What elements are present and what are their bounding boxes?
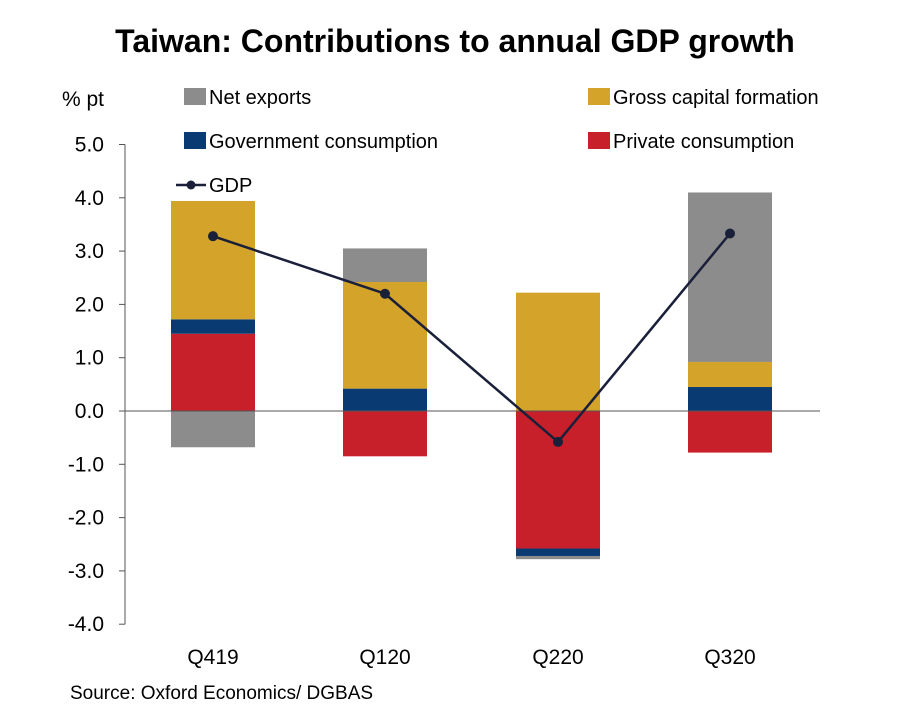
legend-swatch-net-exports: [184, 88, 206, 105]
x-tick-label: Q320: [704, 646, 755, 669]
legend: Net exports Gross capital formation Govern…: [176, 87, 819, 197]
bar-private-consumption-q419: [171, 333, 255, 411]
bar-gross-capital-formation-q419: [171, 200, 255, 320]
gdp-point-q320: [725, 228, 735, 239]
bar-private-consumption-q120: [343, 411, 427, 457]
bar-private-consumption-q220: [516, 411, 600, 549]
y-tick-label: 1.0: [75, 347, 104, 370]
y-tick-label: 5.0: [75, 134, 104, 157]
legend-swatch-gross-capital-formation: [588, 88, 610, 105]
bar-gross-capital-formation-q320: [688, 361, 772, 388]
legend-label-private-consumption: Private consumption: [613, 131, 794, 153]
bar-government-consumption-q320: [688, 387, 772, 411]
legend-label-net-exports: Net exports: [209, 87, 311, 109]
y-tick-label: 0.0: [75, 400, 104, 423]
bar-gross-capital-formation-q120: [343, 282, 427, 389]
bar-gross-capital-formation-q220: [516, 292, 600, 411]
chart-title: Taiwan: Contributions to annual GDP grow…: [115, 23, 795, 59]
bar-government-consumption-q220: [516, 548, 600, 556]
gdp-point-q220: [553, 436, 563, 447]
legend-label-gross-capital-formation: Gross capital formation: [613, 87, 819, 109]
source-note: Source: Oxford Economics/ DGBAS: [70, 683, 373, 704]
gdp-point-q419: [208, 231, 218, 242]
legend-swatch-private-consumption: [588, 132, 610, 149]
y-tick-label: -1.0: [68, 453, 104, 476]
legend-swatch-government-consumption: [184, 132, 206, 149]
legend-label-government-consumption: Government consumption: [209, 131, 438, 153]
plot-area: 5.0 4.0 3.0 2.0 1.0 0.0 -1.0 -2.0 -3.0 -4.0 Q419 Q1…: [68, 134, 820, 669]
y-tick-label: 4.0: [75, 187, 104, 210]
bar-government-consumption-q419: [171, 319, 255, 334]
bar-net-exports-q320: [688, 192, 772, 362]
legend-marker-gdp: [186, 180, 196, 190]
bar-government-consumption-q120: [343, 388, 427, 411]
y-axis-label: % pt: [62, 88, 104, 111]
gdp-line: [212, 232, 731, 444]
y-tick-label: -4.0: [68, 613, 104, 636]
x-tick-label: Q120: [359, 646, 410, 669]
y-tick-label: -3.0: [68, 560, 104, 583]
bar-net-exports-q220: [516, 555, 600, 560]
y-tick-label: -2.0: [68, 507, 104, 530]
x-tick-label: Q220: [532, 646, 583, 669]
bar-net-exports-q120: [343, 248, 427, 283]
y-tick-label: 3.0: [75, 240, 104, 263]
gdp-point-q120: [380, 288, 390, 299]
legend-label-gdp: GDP: [209, 175, 252, 197]
x-tick-label: Q419: [187, 646, 238, 669]
bar-private-consumption-q320: [688, 411, 772, 453]
y-tick-label: 2.0: [75, 293, 104, 316]
bar-net-exports-q419: [171, 411, 255, 448]
